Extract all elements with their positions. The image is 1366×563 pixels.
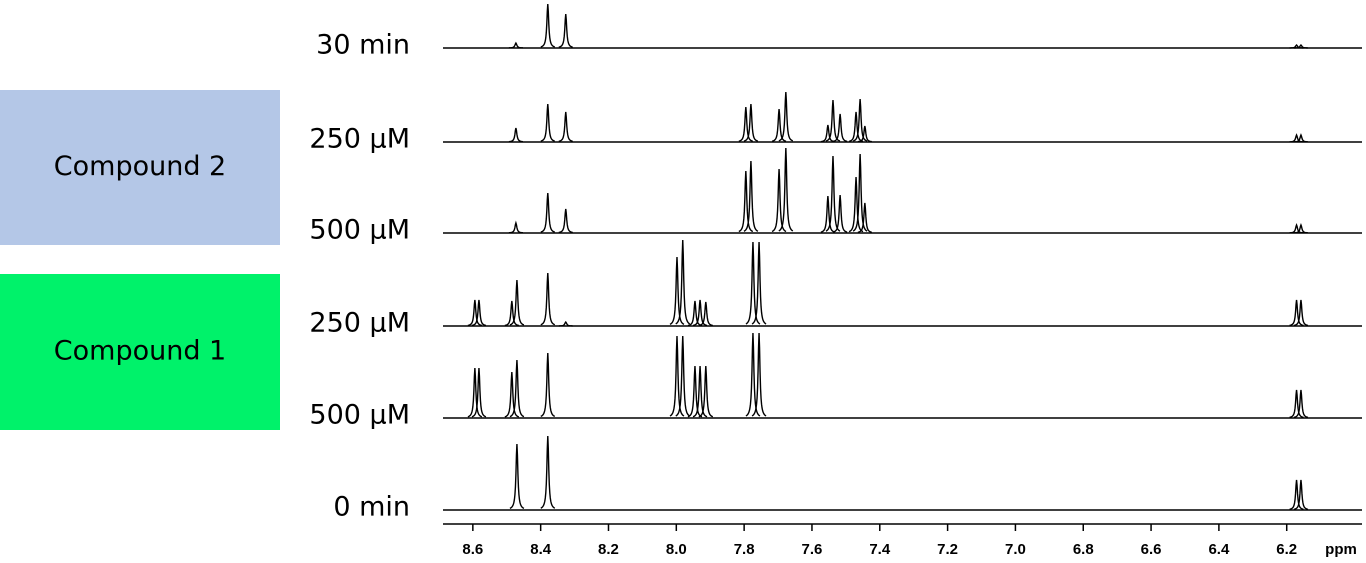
peak: [508, 127, 523, 143]
peak: [751, 241, 767, 325]
peak: [558, 13, 573, 48]
peak: [508, 220, 523, 234]
peak: [771, 168, 787, 233]
group-box: [0, 274, 280, 430]
peak: [820, 195, 836, 233]
peak: [857, 202, 873, 233]
peak: [540, 3, 556, 48]
peak: [540, 272, 556, 326]
peak: [471, 299, 487, 327]
peak: [540, 192, 555, 233]
peak: [1293, 299, 1309, 327]
peak: [745, 332, 761, 417]
peak: [1289, 44, 1304, 49]
peak: [1293, 222, 1309, 234]
peak: [675, 335, 691, 417]
peak: [509, 443, 525, 510]
row-label: 500 μM: [309, 400, 410, 431]
peak: [1289, 389, 1304, 419]
peak: [692, 365, 708, 418]
peak: [857, 125, 872, 143]
peak: [509, 279, 525, 326]
peak: [738, 170, 754, 233]
peak: [504, 371, 520, 418]
peak: [1293, 133, 1308, 143]
x-tick-label: 8.0: [666, 541, 687, 558]
peak: [1289, 222, 1304, 234]
peak: [1289, 299, 1304, 327]
peak: [509, 359, 525, 418]
peak: [669, 335, 685, 417]
row-label: 250 μM: [309, 308, 410, 339]
peak: [467, 367, 483, 418]
peak: [820, 124, 835, 143]
x-tick-label: 6.8: [1073, 541, 1094, 558]
peak: [1293, 389, 1309, 419]
peak: [825, 99, 841, 142]
peak: [1293, 479, 1309, 510]
x-tick-label: 6.4: [1208, 541, 1230, 558]
x-tick-label: 7.4: [869, 541, 891, 558]
peak: [738, 106, 754, 142]
group-box: [0, 90, 280, 245]
row-label: 500 μM: [309, 215, 410, 246]
peak: [778, 147, 794, 232]
peak: [558, 208, 573, 234]
x-tick-label: 8.6: [462, 541, 483, 558]
peak: [771, 108, 787, 142]
x-tick-label: 8.4: [530, 541, 552, 558]
peak: [1289, 133, 1304, 143]
peak: [540, 352, 556, 418]
peak: [508, 41, 523, 49]
peak: [698, 301, 713, 327]
row-label: 250 μM: [309, 124, 410, 155]
x-tick-label: 8.2: [598, 541, 619, 558]
x-tick-label: 7.8: [734, 541, 755, 558]
peak: [687, 365, 703, 418]
peak: [1293, 44, 1308, 49]
peak: [743, 160, 759, 232]
peak: [751, 332, 767, 417]
x-tick-label: 7.2: [937, 541, 958, 558]
x-axis-label: ppm: [1325, 541, 1357, 558]
row-label: 0 min: [333, 492, 410, 523]
peak: [698, 365, 714, 418]
x-tick-label: 7.0: [1005, 541, 1026, 558]
peak: [832, 113, 848, 143]
peak: [743, 103, 759, 142]
peak: [1289, 479, 1304, 510]
peak: [852, 153, 868, 232]
peak: [669, 256, 685, 325]
peak: [504, 300, 519, 327]
x-tick-label: 7.6: [802, 541, 823, 558]
x-tick-label: 6.6: [1141, 541, 1162, 558]
x-tick-label: 6.2: [1276, 541, 1297, 558]
row-label: 30 min: [316, 30, 410, 61]
peak: [467, 299, 483, 327]
peak: [852, 98, 868, 142]
peak: [471, 367, 487, 418]
peak: [745, 241, 761, 325]
peak: [778, 91, 794, 142]
peak: [540, 435, 556, 509]
peak: [558, 111, 573, 142]
peak: [558, 320, 573, 327]
group-label: Compound 1: [54, 336, 226, 367]
peak: [540, 103, 555, 142]
group-label: Compound 2: [54, 151, 226, 182]
peak: [832, 194, 848, 233]
peak: [692, 299, 708, 327]
peak: [675, 239, 691, 325]
